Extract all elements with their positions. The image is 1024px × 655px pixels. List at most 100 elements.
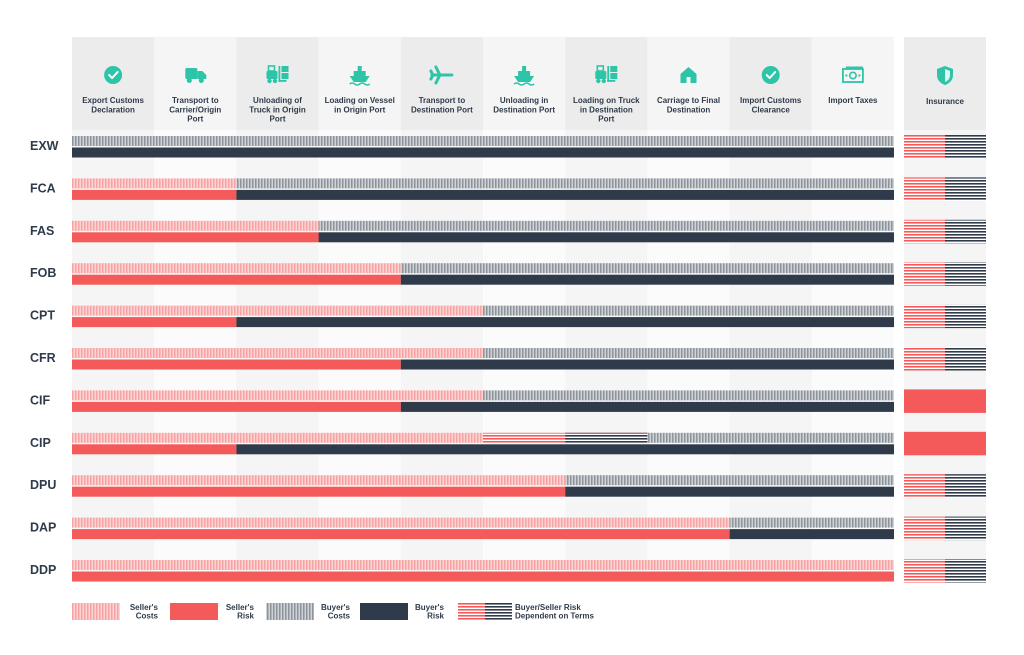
stage-label-line: Truck in Origin [249,105,306,114]
insurance-dependent-seller [904,135,945,159]
stage-header: Unloading in Destination Port [493,66,555,114]
stage-label: Loading on Truck in Destination Port [573,96,640,124]
seller-risk-bar [72,359,401,370]
legend-label-line: Buyer's [321,603,351,612]
buyer-costs-bar [729,517,894,528]
ship-icon [513,66,535,86]
stage-header: Loading on Truck in Destination Port [573,65,640,124]
stage-label-line: Transport to [172,96,219,105]
stage-header: Import Taxes [828,66,878,105]
legend-item: Seller's Risk [170,603,255,621]
buyer-risk-bar [729,529,894,540]
seller-costs-bar [72,560,894,570]
forklift-icon [266,65,289,84]
stage-header-bg [811,37,894,130]
incoterm-row: DPU [30,474,986,498]
insurance-dependent-seller [904,516,945,541]
stage-header-bg [154,37,237,130]
seller-risk-bar [72,571,894,582]
insurance-dependent-seller [904,347,945,371]
stage-label-line: Destination [667,105,711,114]
legend-swatch [360,603,408,620]
stage-label-line: Port [187,115,203,124]
legend-item: Buyer's Costs [266,603,351,621]
insurance-dependent-seller [904,474,945,498]
legend-label-line: Seller's [226,603,255,612]
buyer-risk-bar [400,359,894,370]
stage-label: Loading on Vessel in Origin Port [325,96,395,114]
legend-swatch-buyer [485,603,512,620]
stage-label-line: in Destination [580,105,633,114]
insurance-dependent-seller [904,262,945,286]
buyer-costs-bar [72,136,894,146]
stage-label: Export Customs Declaration [82,96,144,114]
legend-label-line: Costs [136,612,159,621]
banknote-icon [842,66,864,83]
incoterm-label: CPT [30,309,55,323]
incoterm-label: DDP [30,563,56,577]
incoterm-row: CIF [30,389,986,413]
stage-label-line: Import Customs [740,96,802,105]
stage-header: Unloading of Truck in Origin Port [249,65,306,124]
incoterm-row: FAS [30,219,986,244]
seller-costs-bar [72,263,401,274]
incoterm-row: CPT [30,304,986,329]
seller-costs-bar [72,305,483,316]
insurance-dependent-seller [904,219,945,244]
incoterm-label: CIP [30,436,51,450]
incoterm-label: DPU [30,478,56,492]
incoterm-label: FCA [30,181,56,195]
seller-risk-bar [72,486,566,497]
forklift-icon [595,65,618,84]
check-circle-icon [104,66,123,84]
insurance-seller [904,389,986,413]
seller-risk-bar [72,189,237,200]
legend-item: Buyer/Seller Risk Dependent on Terms [458,603,595,621]
insurance-header: Insurance [926,66,964,106]
buyer-costs-bar [483,305,894,316]
seller-costs-bar [72,390,483,401]
incoterm-label: FOB [30,266,56,280]
stage-label: Import Customs Clearance [740,96,802,114]
buyer-risk-bar [72,147,894,158]
insurance-label: Insurance [926,97,964,106]
legend-label-line: Seller's [130,603,159,612]
legend-label: Buyer/Seller Risk Dependent on Terms [515,603,595,621]
stage-label: Transport to Carrier/Origin Port [169,96,221,124]
incoterm-label: CFR [30,351,56,365]
stage-header: Transport to Carrier/Origin Port [169,68,221,124]
stage-header: Loading on Vessel in Origin Port [325,66,395,114]
insurance-dependent-buyer [945,177,986,201]
incoterm-label: FAS [30,224,54,238]
legend-label: Seller's Costs [130,603,159,621]
stage-label: Unloading of Truck in Origin Port [249,96,306,124]
stage-header-bg [236,37,319,130]
stage-label: Transport to Destination Port [411,96,473,114]
stage-label-line: Carriage to Final [657,96,720,105]
seller-risk-bar [72,317,237,328]
insurance-dependent-buyer [945,474,986,498]
stage-label-line: Port [270,115,286,124]
stage-label-line: in Origin Port [334,105,385,114]
stage-header-bg [647,37,730,130]
incoterm-label: CIF [30,393,51,407]
stage-header: Carriage to Final Destination [657,67,720,114]
insurance-dependent-buyer [945,219,986,244]
insurance-dependent-buyer [945,304,986,329]
stage-label: Carriage to Final Destination [657,96,720,114]
incoterm-row: FOB [30,262,986,286]
legend-swatch [72,603,120,620]
legend-label: Seller's Risk [226,603,255,621]
seller-risk-bar [72,274,401,285]
stage-header: Transport to Destination Port [411,65,473,114]
airplane-icon [429,65,454,85]
stage-label-line: Declaration [91,105,135,114]
seller-costs-bar [72,220,319,231]
legend-swatch [170,603,218,620]
stage-label-line: Export Customs [82,96,144,105]
buyer-costs-bar [400,263,894,274]
stage-header: Import Customs Clearance [740,66,802,114]
buyer-costs-bar [647,432,894,443]
seller-costs-bar [72,475,566,486]
